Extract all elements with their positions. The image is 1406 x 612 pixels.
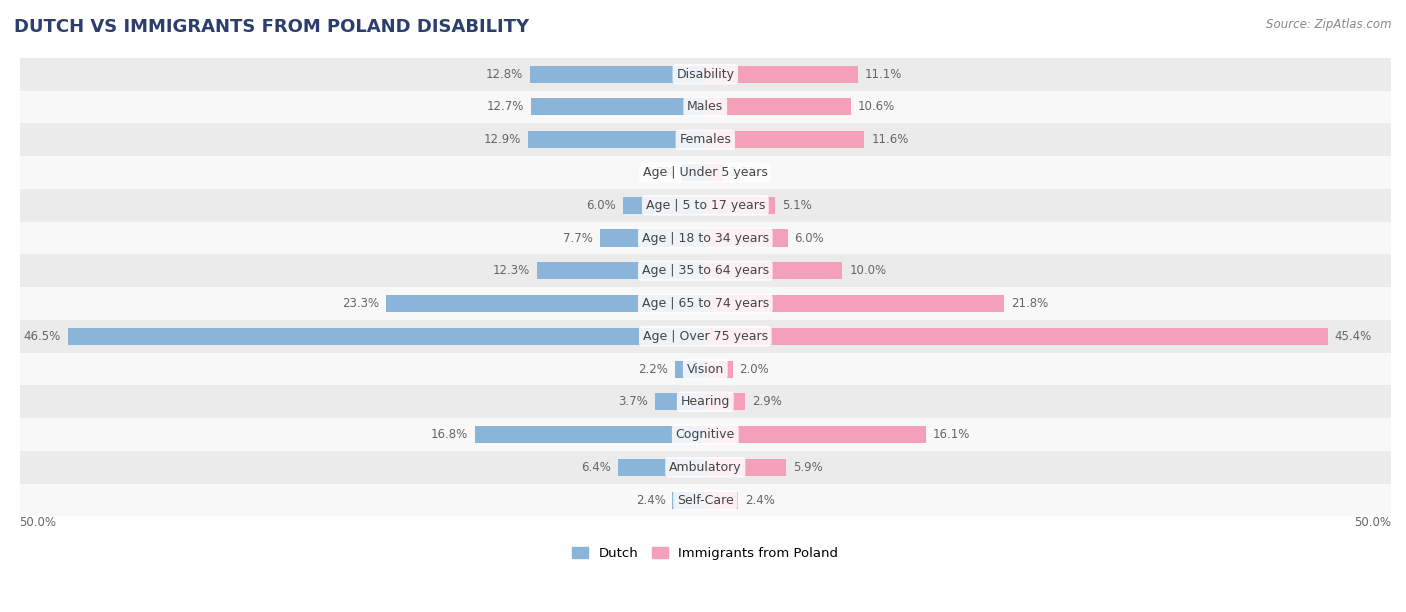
Bar — [706, 65, 858, 83]
Text: Age | 35 to 64 years: Age | 35 to 64 years — [641, 264, 769, 277]
Bar — [20, 483, 1391, 517]
Bar — [706, 394, 745, 410]
Text: 45.4%: 45.4% — [1334, 330, 1372, 343]
Legend: Dutch, Immigrants from Poland: Dutch, Immigrants from Poland — [567, 541, 844, 565]
Bar — [529, 131, 706, 148]
Text: 6.0%: 6.0% — [794, 231, 824, 245]
Text: 6.0%: 6.0% — [586, 199, 616, 212]
Text: 46.5%: 46.5% — [24, 330, 60, 343]
Text: 2.4%: 2.4% — [745, 493, 775, 507]
Text: 10.0%: 10.0% — [849, 264, 886, 277]
Bar — [531, 99, 706, 116]
Bar — [706, 131, 865, 148]
Bar — [67, 328, 706, 345]
Text: DUTCH VS IMMIGRANTS FROM POLAND DISABILITY: DUTCH VS IMMIGRANTS FROM POLAND DISABILI… — [14, 18, 529, 36]
Text: Age | Over 75 years: Age | Over 75 years — [643, 330, 768, 343]
Text: 12.8%: 12.8% — [485, 68, 523, 81]
Text: 7.7%: 7.7% — [562, 231, 593, 245]
Text: 1.3%: 1.3% — [730, 166, 759, 179]
Bar — [706, 99, 851, 116]
Text: 11.6%: 11.6% — [872, 133, 908, 146]
Text: Source: ZipAtlas.com: Source: ZipAtlas.com — [1267, 18, 1392, 31]
Bar — [655, 394, 706, 410]
Bar — [20, 287, 1391, 320]
Bar — [600, 230, 706, 247]
Text: Age | 65 to 74 years: Age | 65 to 74 years — [641, 297, 769, 310]
Bar — [20, 124, 1391, 156]
Bar — [20, 255, 1391, 287]
Bar — [706, 360, 733, 378]
Text: 10.6%: 10.6% — [858, 100, 894, 113]
Bar — [20, 189, 1391, 222]
Text: Vision: Vision — [686, 362, 724, 376]
Text: 6.4%: 6.4% — [581, 461, 610, 474]
Bar — [706, 230, 787, 247]
Text: 12.7%: 12.7% — [486, 100, 524, 113]
Bar — [20, 156, 1391, 189]
Bar — [706, 459, 786, 476]
Text: Females: Females — [679, 133, 731, 146]
Text: 5.9%: 5.9% — [793, 461, 823, 474]
Bar — [537, 263, 706, 279]
Text: Age | 18 to 34 years: Age | 18 to 34 years — [641, 231, 769, 245]
Text: 12.3%: 12.3% — [492, 264, 530, 277]
Bar — [706, 196, 775, 214]
Text: 2.4%: 2.4% — [636, 493, 665, 507]
Bar — [706, 295, 1004, 312]
Text: Cognitive: Cognitive — [676, 428, 735, 441]
Bar — [475, 426, 706, 443]
Bar — [623, 196, 706, 214]
Bar — [706, 426, 927, 443]
Text: 16.8%: 16.8% — [430, 428, 468, 441]
Text: 2.2%: 2.2% — [638, 362, 668, 376]
Bar — [682, 164, 706, 181]
Text: Ambulatory: Ambulatory — [669, 461, 741, 474]
Text: 5.1%: 5.1% — [782, 199, 811, 212]
Bar — [675, 360, 706, 378]
Bar — [20, 353, 1391, 386]
Text: Disability: Disability — [676, 68, 734, 81]
Bar — [20, 451, 1391, 483]
Text: Age | Under 5 years: Age | Under 5 years — [643, 166, 768, 179]
Text: 3.7%: 3.7% — [617, 395, 648, 408]
Bar — [20, 386, 1391, 418]
Bar — [706, 491, 738, 509]
Bar — [385, 295, 706, 312]
Bar — [617, 459, 706, 476]
Bar — [706, 328, 1327, 345]
Bar — [20, 58, 1391, 91]
Bar — [530, 65, 706, 83]
Bar — [20, 320, 1391, 353]
Text: 16.1%: 16.1% — [934, 428, 970, 441]
Text: 1.7%: 1.7% — [645, 166, 675, 179]
Bar — [20, 222, 1391, 255]
Bar — [20, 418, 1391, 451]
Bar — [706, 263, 842, 279]
Text: 2.0%: 2.0% — [740, 362, 769, 376]
Text: Self-Care: Self-Care — [676, 493, 734, 507]
Text: 11.1%: 11.1% — [865, 68, 901, 81]
Text: 21.8%: 21.8% — [1011, 297, 1049, 310]
Text: 2.9%: 2.9% — [752, 395, 782, 408]
Bar — [20, 91, 1391, 124]
Text: Males: Males — [688, 100, 724, 113]
Bar — [706, 164, 723, 181]
Text: Hearing: Hearing — [681, 395, 730, 408]
Text: 23.3%: 23.3% — [342, 297, 378, 310]
Text: 12.9%: 12.9% — [484, 133, 522, 146]
Text: 50.0%: 50.0% — [20, 517, 56, 529]
Text: 50.0%: 50.0% — [1354, 517, 1391, 529]
Bar — [672, 491, 706, 509]
Text: Age | 5 to 17 years: Age | 5 to 17 years — [645, 199, 765, 212]
